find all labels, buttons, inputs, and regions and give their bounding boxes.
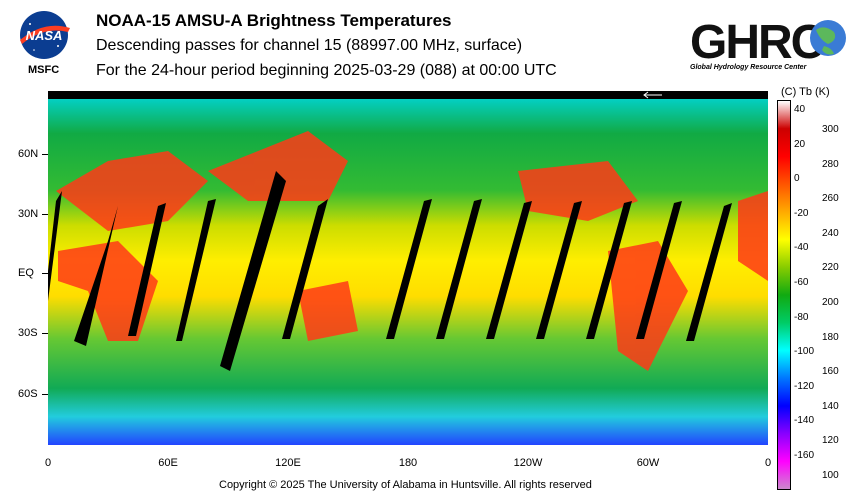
tick bbox=[42, 154, 48, 155]
eurasia-west bbox=[56, 151, 208, 231]
lon-label: 180 bbox=[398, 457, 418, 469]
north-america bbox=[518, 161, 638, 221]
lon-label: 120W bbox=[513, 457, 543, 469]
top-band bbox=[48, 91, 768, 99]
asia bbox=[208, 131, 348, 201]
colorbar bbox=[777, 100, 791, 490]
colorbar-celsius-tick: -20 bbox=[794, 207, 809, 219]
tick bbox=[42, 214, 48, 215]
colorbar-kelvin-tick: 240 bbox=[822, 227, 839, 239]
lat-label: 60S bbox=[18, 388, 38, 400]
colorbar-kelvin-tick: 120 bbox=[822, 435, 839, 447]
subtitle: Descending passes for channel 15 (88997.… bbox=[96, 37, 523, 54]
colorbar-celsius-tick: -60 bbox=[794, 277, 809, 288]
colorbar-kelvin-tick: 180 bbox=[822, 331, 839, 343]
colorbar-celsius-tick: 20 bbox=[794, 138, 806, 150]
swath-gaps bbox=[48, 171, 732, 371]
brightness-temperature-map bbox=[48, 91, 768, 445]
colorbar-kelvin-tick: 280 bbox=[822, 158, 839, 170]
lat-label: 60N bbox=[18, 148, 39, 160]
tick bbox=[42, 333, 48, 334]
colorbar-celsius-tick: -100 bbox=[794, 346, 815, 358]
lon-label: 60W bbox=[636, 457, 660, 469]
colorbar-celsius-tick: -120 bbox=[794, 380, 815, 392]
colorbar-celsius-tick: -140 bbox=[794, 415, 815, 427]
colorbar-kelvin-tick: 220 bbox=[822, 262, 839, 274]
lon-label: 60E bbox=[158, 457, 178, 469]
lat-label: 30N bbox=[18, 208, 39, 220]
australia bbox=[298, 281, 358, 341]
tick bbox=[42, 273, 48, 274]
lon-label: 120E bbox=[275, 457, 301, 469]
nasa-logo-text: NASA bbox=[26, 28, 63, 43]
msfc-label: MSFC bbox=[28, 64, 60, 76]
ghrc-subtitle: Global Hydrology Resource Center bbox=[690, 64, 807, 71]
period-text: For the 24-hour period beginning 2025-03… bbox=[96, 62, 557, 79]
colorbar-title: (C) Tb (K) bbox=[781, 86, 830, 98]
page-title: NOAA-15 AMSU-A Brightness Temperatures bbox=[96, 11, 452, 30]
colorbar-celsius-tick: -160 bbox=[794, 450, 815, 461]
lon-label: 0 bbox=[44, 457, 52, 469]
colorbar-celsius-tick: 0 bbox=[794, 173, 800, 185]
scan-arrow-icon bbox=[643, 91, 662, 99]
colorbar-kelvin-tick: 200 bbox=[822, 297, 839, 308]
colorbar-kelvin-tick: 160 bbox=[822, 366, 839, 378]
africa-east-edge bbox=[738, 191, 768, 281]
colorbar-celsius-tick: 40 bbox=[794, 104, 806, 115]
lat-label: EQ bbox=[18, 267, 34, 279]
tick bbox=[42, 394, 48, 395]
lon-label: 0 bbox=[764, 457, 772, 469]
colorbar-kelvin-tick: 140 bbox=[822, 400, 839, 412]
ghrc-logo-text: GHRC bbox=[690, 16, 825, 69]
copyright-text: Copyright © 2025 The University of Alaba… bbox=[219, 479, 592, 491]
colorbar-celsius-tick: -80 bbox=[794, 311, 809, 323]
colorbar-kelvin-tick: 260 bbox=[822, 193, 839, 205]
colorbar-kelvin-tick: 100 bbox=[822, 470, 839, 481]
colorbar-kelvin-tick: 300 bbox=[822, 124, 839, 135]
lat-label: 30S bbox=[18, 327, 38, 339]
ghrc-logo: GHRC bbox=[690, 16, 846, 69]
colorbar-celsius-tick: -40 bbox=[794, 242, 809, 254]
nasa-logo: NASA bbox=[20, 11, 70, 59]
